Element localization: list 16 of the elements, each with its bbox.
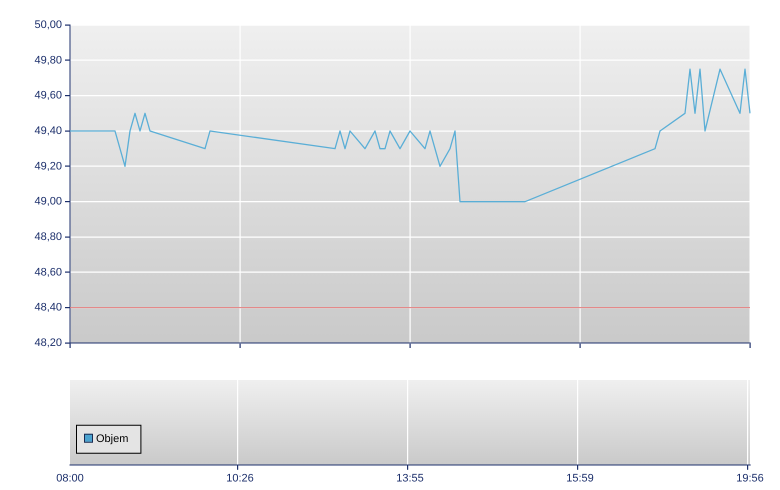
legend-label: Objem (96, 432, 128, 445)
category-label: 08:00 (56, 472, 84, 484)
y-tick-label: 48,60 (34, 266, 62, 278)
category-label: 13:55 (396, 472, 424, 484)
y-tick-label: 49,60 (34, 90, 62, 102)
y-tick-label: 48,80 (34, 231, 62, 244)
y-tick-label: 49,80 (34, 54, 62, 66)
y-tick-label: 49,20 (34, 160, 62, 172)
category-label: 10:26 (226, 472, 254, 484)
y-tick-label: 48,20 (34, 337, 62, 350)
y-tick-label: 49,00 (34, 196, 62, 208)
y-tick-label: 50,00 (34, 19, 62, 32)
y-tick-label: 49,40 (34, 125, 62, 138)
category-label: 19:56 (736, 472, 764, 484)
y-tick-label: 48,40 (34, 302, 62, 314)
category-label: 15:59 (566, 472, 594, 484)
